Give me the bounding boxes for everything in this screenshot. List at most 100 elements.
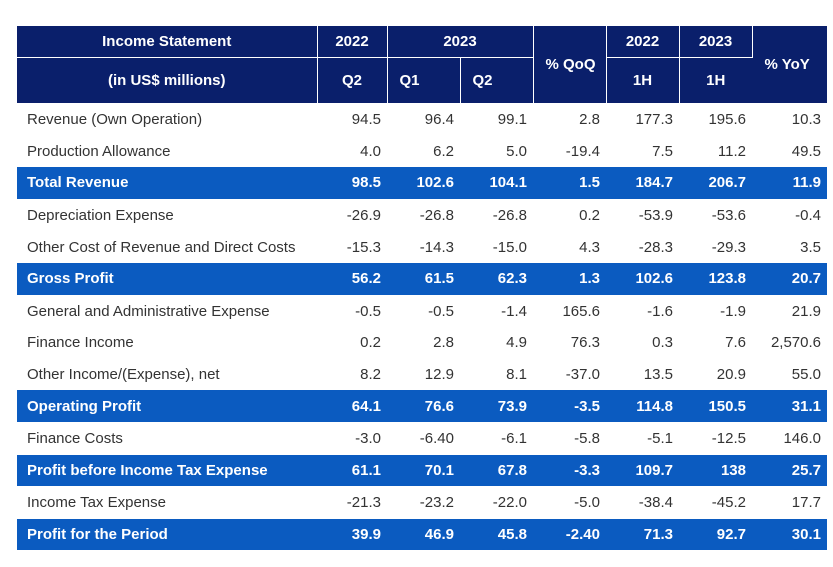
row-label: Other Income/(Expense), net — [27, 366, 220, 384]
cell-1h-2023: 123.8 — [679, 262, 752, 296]
row-label: Gross Profit — [17, 262, 317, 296]
cell-q2-2023: -15.0 — [492, 238, 527, 256]
cell-q1-2023: 70.1 — [387, 454, 460, 488]
cell-1h-2022: 71.3 — [606, 518, 679, 552]
cell-q1-2023: 2.8 — [433, 334, 454, 352]
cell-qoq: -3.3 — [533, 454, 606, 488]
cell-q2-2023: 5.0 — [506, 142, 527, 160]
cell-qoq: -5.0 — [574, 494, 600, 512]
cell-1h-2022: 114.8 — [606, 390, 679, 423]
cell-q1-2023: 76.6 — [387, 390, 460, 423]
cell-qoq: 2.8 — [579, 111, 600, 129]
cell-q2-2022: -26.9 — [346, 207, 381, 225]
cell-qoq: 4.3 — [579, 238, 600, 256]
header-qoq: % QoQ — [533, 26, 607, 104]
cell-1h-2022: 184.7 — [606, 167, 679, 200]
table-row: Income Tax Expense -21.3 -23.2 -22.0 -5.0 -38… — [17, 487, 827, 519]
cell-1h-2023: 138 — [679, 454, 752, 488]
cell-1h-2022: 177.3 — [635, 111, 673, 129]
cell-1h-2022: -1.6 — [647, 302, 673, 320]
cell-q1-2023: 6.2 — [433, 142, 454, 160]
cell-1h-2022: -5.1 — [647, 430, 673, 448]
cell-qoq: -3.5 — [533, 390, 606, 423]
cell-yoy: 2,570.6 — [770, 334, 821, 352]
cell-q2-2022: 64.1 — [317, 390, 387, 423]
header-year-2023-half: 2023 — [679, 26, 753, 58]
cell-q2-2022: 0.2 — [360, 334, 381, 352]
cell-q1-2023: 96.4 — [424, 111, 454, 129]
table-row: Finance Income 0.2 2.8 4.9 76.3 0.3 7.6 2,570.6 — [17, 327, 827, 359]
cell-yoy: 30.1 — [752, 518, 827, 552]
cell-q2-2022: 8.2 — [360, 366, 381, 384]
row-label: Other Cost of Revenue and Direct Costs — [27, 238, 296, 256]
cell-1h-2023: -29.3 — [711, 238, 746, 256]
row-label: Profit before Income Tax Expense — [17, 454, 317, 488]
table-row: Revenue (Own Operation) 94.5 96.4 99.1 2.8 17… — [17, 104, 827, 136]
cell-q1-2023: 102.6 — [387, 167, 460, 200]
header-1h-2022: 1H — [606, 57, 680, 104]
row-label: Revenue (Own Operation) — [27, 111, 203, 129]
cell-q2-2022: -15.3 — [346, 238, 381, 256]
cell-qoq: -2.40 — [533, 518, 606, 552]
income-statement-table: Income Statement 2022 2023 % QoQ 2022 20… — [17, 26, 827, 552]
table-row: Depreciation Expense -26.9 -26.8 -26.8 0.2 -5… — [17, 199, 827, 231]
cell-q2-2022: 94.5 — [351, 111, 381, 129]
cell-yoy: -0.4 — [795, 207, 821, 225]
cell-yoy: 31.1 — [752, 390, 827, 423]
table-row: Finance Costs -3.0 -6.40 -6.1 -5.8 -5.1 -12.5 1… — [17, 422, 827, 454]
cell-q1-2023: -26.8 — [419, 207, 454, 225]
header-q2-2023: Q2 — [460, 57, 534, 104]
cell-q2-2022: 56.2 — [317, 262, 387, 296]
row-label: Depreciation Expense — [27, 207, 174, 225]
cell-q2-2022: 98.5 — [317, 167, 387, 200]
row-label: Production Allowance — [27, 142, 171, 160]
cell-q2-2022: 4.0 — [360, 142, 381, 160]
header-stub-title: Income Statement — [17, 26, 318, 58]
cell-qoq: 165.6 — [562, 302, 600, 320]
table-row: Other Income/(Expense), net 8.2 12.9 8.1 -37… — [17, 359, 827, 391]
cell-yoy: 11.9 — [752, 167, 827, 200]
cell-q2-2023: 73.9 — [460, 390, 533, 423]
cell-1h-2023: 92.7 — [679, 518, 752, 552]
cell-q2-2023: -1.4 — [501, 302, 527, 320]
cell-1h-2023: 7.6 — [725, 334, 746, 352]
header-q2-2022: Q2 — [317, 57, 388, 104]
cell-1h-2023: 195.6 — [708, 111, 746, 129]
cell-qoq: 76.3 — [570, 334, 600, 352]
table-row-total: Profit before Income Tax Expense 61.1 70.1… — [17, 454, 827, 488]
cell-yoy: 10.3 — [791, 111, 821, 129]
cell-1h-2023: -45.2 — [711, 494, 746, 512]
cell-1h-2023: -1.9 — [720, 302, 746, 320]
header-1h-2023: 1H — [679, 57, 752, 104]
cell-qoq: 1.3 — [533, 262, 606, 296]
cell-1h-2022: -28.3 — [638, 238, 673, 256]
cell-q1-2023: 12.9 — [424, 366, 454, 384]
cell-yoy: 49.5 — [791, 142, 821, 160]
cell-yoy: 3.5 — [800, 238, 821, 256]
cell-1h-2023: -12.5 — [711, 430, 746, 448]
cell-1h-2022: -53.9 — [638, 207, 673, 225]
row-label: Total Revenue — [17, 167, 317, 200]
header-year-2023: 2023 — [387, 26, 534, 58]
cell-q2-2023: 4.9 — [506, 334, 527, 352]
header-year-2022: 2022 — [317, 26, 388, 58]
cell-1h-2022: -38.4 — [638, 494, 673, 512]
header-year-2022-half: 2022 — [606, 26, 680, 58]
table-row-total: Gross Profit 56.2 61.5 62.3 1.3 102.6 123.8 20.… — [17, 262, 827, 296]
cell-q2-2023: 8.1 — [506, 366, 527, 384]
row-label: Finance Income — [27, 334, 134, 352]
cell-1h-2022: 13.5 — [643, 366, 673, 384]
header-row-years: Income Statement 2022 2023 % QoQ 2022 20… — [17, 26, 827, 104]
row-label: General and Administrative Expense — [27, 302, 270, 320]
table-row: Other Cost of Revenue and Direct Costs -1… — [17, 231, 827, 263]
header-q1-2023: Q1 — [387, 57, 461, 104]
cell-1h-2022: 109.7 — [606, 454, 679, 488]
cell-q2-2023: -26.8 — [492, 207, 527, 225]
cell-q2-2023: -6.1 — [501, 430, 527, 448]
cell-1h-2023: 150.5 — [679, 390, 752, 423]
cell-1h-2022: 7.5 — [652, 142, 673, 160]
row-label: Operating Profit — [17, 390, 317, 423]
cell-1h-2022: 0.3 — [652, 334, 673, 352]
cell-q2-2023: 99.1 — [497, 111, 527, 129]
table-row: Production Allowance 4.0 6.2 5.0 -19.4 7.5 11.… — [17, 136, 827, 168]
